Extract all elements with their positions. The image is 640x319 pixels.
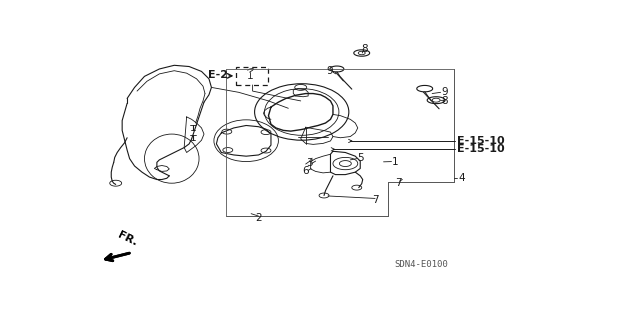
Text: 9: 9 bbox=[326, 66, 333, 77]
Text: SDN4-E0100: SDN4-E0100 bbox=[394, 260, 448, 269]
Text: 3: 3 bbox=[306, 158, 312, 168]
Text: 5: 5 bbox=[357, 153, 364, 163]
Text: E-15-10: E-15-10 bbox=[457, 144, 504, 154]
Text: FR.: FR. bbox=[116, 230, 138, 248]
Text: 2: 2 bbox=[255, 212, 262, 223]
Text: 9: 9 bbox=[441, 87, 448, 97]
Text: 7: 7 bbox=[395, 178, 402, 188]
Text: E-15-10: E-15-10 bbox=[457, 136, 504, 146]
Text: 6: 6 bbox=[302, 166, 309, 176]
Text: 1: 1 bbox=[392, 157, 398, 167]
Text: 7: 7 bbox=[372, 195, 378, 205]
Text: 8: 8 bbox=[441, 96, 448, 106]
Text: E-2: E-2 bbox=[208, 70, 228, 80]
Text: 8: 8 bbox=[362, 44, 368, 54]
Text: 4: 4 bbox=[458, 173, 465, 183]
